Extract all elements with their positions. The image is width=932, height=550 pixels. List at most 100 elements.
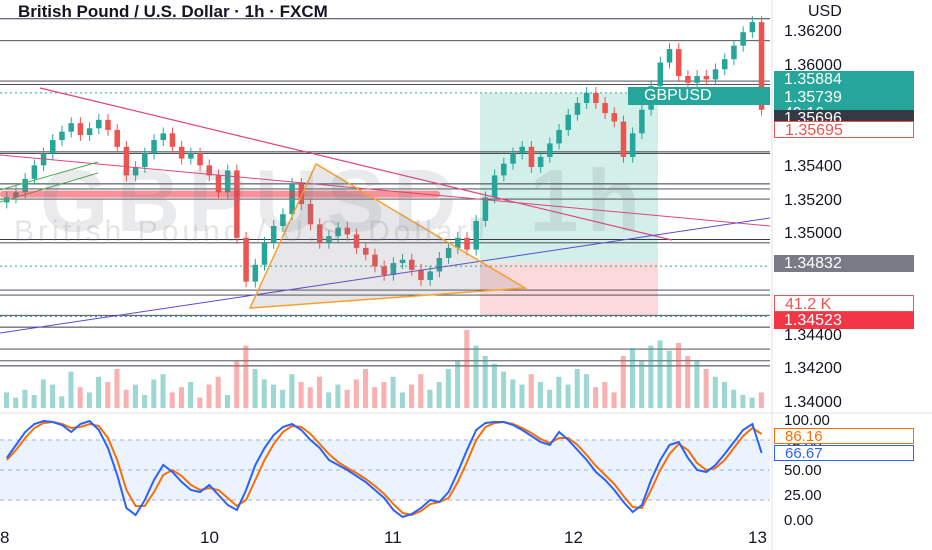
volume-bar: [160, 374, 166, 408]
volume-bar: [40, 379, 46, 408]
candle: [731, 45, 737, 60]
low-price-tag: 1.34523: [774, 312, 914, 329]
candle: [740, 32, 746, 46]
candle: [703, 76, 710, 80]
volume-bar: [123, 389, 129, 408]
candle: [510, 153, 516, 164]
volume-bar: [307, 387, 313, 408]
volume-bar: [142, 395, 148, 408]
candle: [721, 59, 728, 70]
candle: [427, 271, 433, 280]
volume-bar: [298, 382, 304, 408]
candle: [547, 143, 553, 157]
candle: [418, 269, 424, 280]
volume-bar: [243, 345, 249, 408]
volume-bar: [629, 348, 635, 408]
candle: [335, 227, 341, 237]
volume-bar: [31, 395, 37, 408]
volume-bar: [86, 392, 92, 408]
candle: [445, 247, 452, 259]
volume-bar: [491, 363, 497, 408]
volume-bar: [289, 374, 295, 408]
candle: [252, 264, 259, 282]
symbol-watermark: GBPUSD, 1h: [40, 151, 649, 250]
stoch-k-tag: 66.67: [774, 445, 914, 462]
volume-bar: [473, 345, 479, 408]
volume-bar: [197, 397, 203, 408]
candle: [685, 76, 691, 83]
time-tick-label: 10: [200, 528, 219, 547]
candle: [132, 167, 139, 176]
volume-bar: [399, 392, 405, 408]
price-tick-label: 1.35200: [784, 191, 842, 209]
candle: [142, 153, 148, 168]
triangle-pattern: [248, 162, 528, 309]
volume-bar: [685, 356, 691, 408]
candle: [197, 153, 203, 166]
volume-bar: [464, 330, 470, 408]
price-tick-label: 1.35000: [784, 225, 842, 243]
candle: [344, 227, 351, 235]
candle: [639, 109, 645, 134]
candle: [666, 49, 673, 63]
symbol-tag[interactable]: GBPUSD: [628, 87, 770, 105]
stoch-tick-label: 25.00: [784, 487, 822, 504]
price-tick-label: 1.34400: [784, 326, 842, 344]
volume-bar: [280, 389, 286, 408]
candle: [50, 140, 56, 154]
candle: [491, 175, 498, 198]
volume-bar: [188, 382, 194, 408]
candle: [206, 165, 213, 176]
volume-bar: [455, 361, 461, 408]
candle: [758, 22, 765, 110]
descending-trendline: [39, 87, 673, 241]
volume-tag: 41.2 K: [774, 295, 914, 313]
volume-bar: [105, 382, 111, 408]
candle: [473, 220, 479, 250]
candle: [362, 247, 369, 255]
volume-bar: [482, 356, 488, 408]
candle: [261, 242, 268, 265]
candle: [224, 170, 231, 193]
candle: [749, 22, 756, 33]
volume-bar: [252, 369, 258, 408]
candle: [96, 119, 102, 129]
candle: [280, 214, 286, 227]
candle: [151, 140, 157, 154]
volume-bar: [151, 379, 157, 408]
volume-bar: [234, 361, 240, 408]
stoch-d-line: [6, 420, 763, 517]
candle: [234, 170, 240, 238]
candle: [289, 183, 295, 215]
candle: [574, 102, 581, 115]
volume-bar: [712, 376, 718, 408]
candle: [188, 153, 194, 159]
candle: [501, 163, 507, 176]
entry-price-tag: 1.34832: [774, 255, 914, 272]
symbol-price-tag: 1.35739: [774, 89, 914, 107]
name-watermark: British Pound / U.S. Dollar: [14, 215, 471, 248]
volume-bar: [547, 389, 553, 408]
candle: [611, 113, 618, 122]
volume-bar: [602, 382, 608, 408]
volume-bar: [344, 389, 350, 408]
resistance-trendline: [0, 154, 771, 227]
volume-bar: [427, 389, 433, 408]
candle: [528, 146, 535, 168]
stoch-d-tag: 86.16: [774, 428, 914, 445]
volume-bar: [215, 376, 221, 408]
candle: [316, 224, 323, 243]
volume-bar: [639, 361, 645, 408]
volume-bar: [537, 382, 543, 408]
price-tick-label: 1.36000: [784, 56, 842, 74]
candle: [657, 62, 664, 87]
currency-label[interactable]: USD: [808, 3, 842, 20]
time-tick-label: 12: [564, 528, 583, 547]
candle: [270, 226, 277, 243]
volume-bar: [132, 384, 138, 408]
volume-bar: [68, 371, 74, 408]
candle: [399, 259, 406, 264]
volume-bar: [666, 350, 672, 408]
candle: [537, 156, 544, 168]
